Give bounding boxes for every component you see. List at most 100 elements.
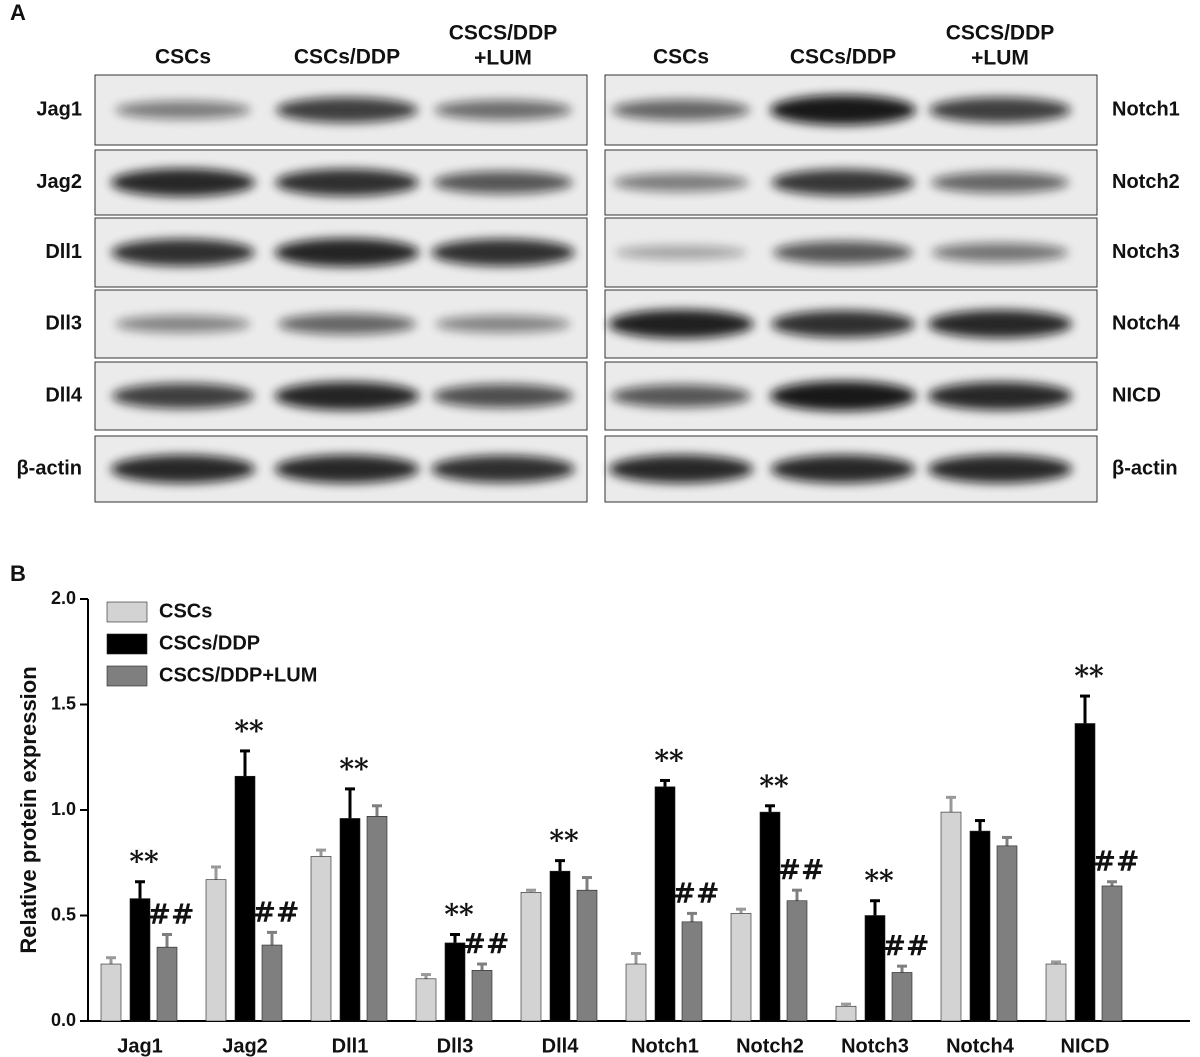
legend-swatch	[106, 665, 148, 687]
significance-label: **	[759, 769, 789, 802]
bar	[129, 898, 151, 1022]
blot-band	[931, 172, 1069, 193]
blot-band	[931, 242, 1069, 263]
lane-label: CSCS/DDP	[449, 22, 558, 45]
blot-band	[435, 315, 571, 333]
lane-label: CSCs	[653, 46, 709, 69]
significance-label: **	[549, 824, 579, 857]
x-tick-label: Dll3	[437, 1035, 474, 1057]
blot-band	[110, 454, 256, 484]
blot-band	[433, 171, 573, 194]
y-tick-label: 0.5	[51, 904, 76, 924]
lane-label: CSCS/DDP	[946, 22, 1055, 45]
bar	[444, 942, 466, 1022]
bar	[864, 915, 886, 1022]
blot-band	[274, 381, 420, 411]
panel-label: B	[10, 561, 26, 586]
blot-band	[612, 99, 750, 121]
blot-band	[770, 381, 916, 411]
x-tick-label: Jag2	[222, 1035, 268, 1057]
blot-band	[770, 95, 916, 125]
blot-band	[431, 455, 575, 483]
x-tick-label: Notch4	[946, 1035, 1015, 1057]
x-tick-label: Jag1	[117, 1035, 163, 1057]
row-label: Dll1	[45, 241, 82, 263]
blot-band	[927, 309, 1073, 339]
panel-label: A	[10, 0, 26, 25]
significance-label: ##	[883, 930, 930, 963]
significance-label: ##	[253, 896, 300, 929]
blot-band	[434, 99, 572, 121]
row-label: Jag1	[36, 98, 82, 120]
significance-label: **	[129, 845, 159, 878]
blot-band	[771, 310, 915, 338]
x-tick-label: NICD	[1061, 1035, 1110, 1057]
bar	[969, 830, 991, 1022]
blot-band	[927, 381, 1073, 411]
blot-band	[432, 384, 574, 408]
row-label: Notch2	[1112, 171, 1180, 193]
bar	[471, 970, 493, 1022]
significance-label: **	[864, 864, 894, 897]
significance-label: ##	[463, 928, 510, 961]
bar	[576, 889, 598, 1022]
bar	[835, 1005, 857, 1022]
blot-band	[276, 97, 418, 123]
significance-label: ##	[1093, 845, 1140, 878]
bar	[549, 870, 571, 1022]
bar	[339, 818, 361, 1022]
legend-label: CSCs/DDP	[159, 632, 260, 654]
row-label: Dll3	[45, 312, 82, 334]
bar	[1045, 963, 1067, 1022]
bar	[891, 972, 913, 1022]
blot-band	[112, 383, 254, 409]
row-label: NICD	[1112, 384, 1161, 406]
x-tick-label: Notch1	[631, 1035, 699, 1057]
significance-label: ##	[673, 877, 720, 910]
bar	[681, 921, 703, 1022]
significance-label: **	[339, 752, 369, 785]
row-label: Jag2	[36, 171, 82, 193]
blot-band	[929, 97, 1071, 123]
blot-band	[613, 173, 749, 192]
blot-band	[274, 454, 420, 484]
lane-label: +LUM	[971, 47, 1029, 70]
lane-label: CSCs/DDP	[790, 46, 896, 69]
blot-band	[111, 238, 255, 267]
legend-swatch	[106, 633, 148, 655]
bar	[786, 900, 808, 1022]
lane-label: CSCs/DDP	[294, 46, 400, 69]
x-tick-label: Dll4	[542, 1035, 580, 1057]
legend-swatch	[106, 601, 148, 623]
row-label: Dll4	[45, 384, 83, 406]
blot-band	[275, 168, 419, 197]
row-label: Notch1	[1112, 98, 1180, 120]
x-tick-label: Notch3	[841, 1035, 909, 1057]
bar	[625, 963, 647, 1022]
row-label: Notch3	[1112, 241, 1180, 263]
row-label: β-actin	[1112, 457, 1178, 479]
blot-band	[115, 100, 251, 120]
y-tick-label: 0.0	[51, 1010, 76, 1030]
blot-band	[115, 315, 251, 333]
row-label: β-actin	[16, 457, 82, 479]
bar	[1074, 723, 1096, 1022]
blot-band	[110, 168, 256, 197]
bar	[996, 845, 1018, 1022]
bar	[520, 891, 542, 1022]
bar	[654, 786, 676, 1022]
y-axis-title: Relative protein expression	[16, 666, 41, 953]
bar	[415, 978, 437, 1022]
y-tick-label: 1.5	[51, 693, 76, 713]
bar	[1101, 885, 1123, 1022]
lane-label: +LUM	[474, 47, 532, 70]
bar	[261, 944, 283, 1022]
blot-band	[927, 454, 1073, 484]
blot-band	[608, 309, 754, 339]
blot-band	[770, 454, 916, 484]
bar	[940, 811, 962, 1022]
blot-band	[608, 454, 754, 484]
bar	[205, 879, 227, 1022]
bar	[759, 811, 781, 1022]
